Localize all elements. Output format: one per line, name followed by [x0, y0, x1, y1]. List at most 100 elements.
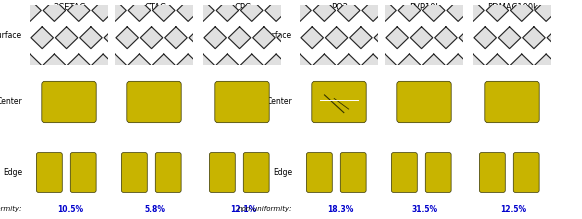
Polygon shape: [361, 27, 384, 49]
Polygon shape: [559, 0, 582, 21]
Polygon shape: [435, 81, 457, 103]
FancyBboxPatch shape: [127, 81, 181, 123]
Polygon shape: [289, 0, 311, 21]
Polygon shape: [0, 54, 17, 76]
Polygon shape: [264, 54, 287, 76]
Polygon shape: [447, 54, 469, 76]
Text: PVP10k: PVP10k: [409, 3, 441, 12]
Polygon shape: [510, 54, 533, 76]
Polygon shape: [116, 0, 139, 21]
Polygon shape: [399, 27, 421, 49]
Polygon shape: [80, 27, 102, 49]
Polygon shape: [129, 27, 151, 49]
FancyBboxPatch shape: [480, 153, 505, 192]
Text: 12.5%: 12.5%: [500, 205, 526, 214]
Polygon shape: [547, 27, 570, 49]
Polygon shape: [547, 81, 570, 103]
Polygon shape: [168, 0, 190, 21]
Polygon shape: [438, 54, 460, 76]
Polygon shape: [301, 81, 324, 103]
Polygon shape: [6, 81, 29, 103]
Polygon shape: [228, 27, 251, 49]
Polygon shape: [19, 0, 41, 21]
Polygon shape: [386, 54, 409, 76]
Polygon shape: [459, 81, 481, 103]
Polygon shape: [386, 81, 409, 103]
Text: 18.3%: 18.3%: [327, 205, 353, 214]
Polygon shape: [214, 81, 236, 103]
Polygon shape: [313, 54, 336, 76]
Polygon shape: [104, 54, 126, 76]
Polygon shape: [374, 27, 396, 49]
Polygon shape: [398, 54, 421, 76]
FancyBboxPatch shape: [155, 153, 181, 192]
Polygon shape: [277, 27, 300, 49]
Polygon shape: [128, 54, 151, 76]
FancyBboxPatch shape: [392, 153, 417, 192]
Polygon shape: [559, 54, 582, 76]
Text: 12.1%: 12.1%: [230, 205, 256, 214]
Text: PDMAC100k: PDMAC100k: [488, 3, 538, 12]
Polygon shape: [177, 54, 200, 76]
Polygon shape: [362, 54, 384, 76]
Polygon shape: [201, 0, 223, 21]
Polygon shape: [152, 0, 175, 21]
Polygon shape: [350, 81, 372, 103]
Text: 2CETAC: 2CETAC: [54, 3, 86, 12]
Polygon shape: [313, 0, 336, 21]
Polygon shape: [423, 54, 445, 76]
Polygon shape: [253, 27, 275, 49]
FancyBboxPatch shape: [42, 81, 96, 123]
Polygon shape: [116, 81, 139, 103]
Polygon shape: [253, 81, 275, 103]
Polygon shape: [180, 27, 202, 49]
Polygon shape: [168, 54, 190, 76]
Polygon shape: [459, 27, 481, 49]
FancyBboxPatch shape: [70, 153, 96, 192]
Polygon shape: [116, 27, 139, 49]
Polygon shape: [80, 81, 102, 103]
Text: non-uniformity:: non-uniformity:: [0, 206, 22, 212]
Polygon shape: [462, 0, 484, 21]
Polygon shape: [423, 0, 445, 21]
Polygon shape: [228, 81, 251, 103]
Polygon shape: [289, 0, 312, 21]
Polygon shape: [165, 81, 187, 103]
Polygon shape: [104, 27, 126, 49]
FancyBboxPatch shape: [485, 81, 539, 123]
Polygon shape: [204, 81, 226, 103]
Polygon shape: [31, 27, 54, 49]
Polygon shape: [301, 81, 324, 103]
Polygon shape: [435, 27, 457, 49]
FancyBboxPatch shape: [243, 153, 269, 192]
Polygon shape: [338, 0, 360, 21]
Polygon shape: [68, 0, 90, 21]
Polygon shape: [350, 27, 372, 49]
Polygon shape: [204, 27, 226, 49]
Polygon shape: [189, 81, 211, 103]
FancyBboxPatch shape: [37, 153, 62, 192]
FancyBboxPatch shape: [513, 153, 539, 192]
Polygon shape: [362, 0, 384, 21]
Polygon shape: [91, 27, 114, 49]
Text: 5.8%: 5.8%: [144, 205, 165, 214]
Polygon shape: [450, 81, 472, 103]
Polygon shape: [240, 0, 263, 21]
Polygon shape: [104, 81, 126, 103]
Polygon shape: [6, 27, 29, 49]
Text: PQ2: PQ2: [332, 3, 349, 12]
FancyBboxPatch shape: [312, 81, 366, 123]
Polygon shape: [68, 54, 90, 76]
Polygon shape: [276, 27, 299, 49]
Polygon shape: [129, 81, 151, 103]
Polygon shape: [374, 0, 396, 21]
Polygon shape: [338, 54, 360, 76]
Polygon shape: [325, 81, 348, 103]
Polygon shape: [510, 0, 533, 21]
Polygon shape: [43, 54, 66, 76]
Polygon shape: [192, 0, 214, 21]
Polygon shape: [277, 81, 300, 103]
Polygon shape: [498, 27, 521, 49]
Polygon shape: [301, 27, 324, 49]
Polygon shape: [572, 27, 582, 49]
